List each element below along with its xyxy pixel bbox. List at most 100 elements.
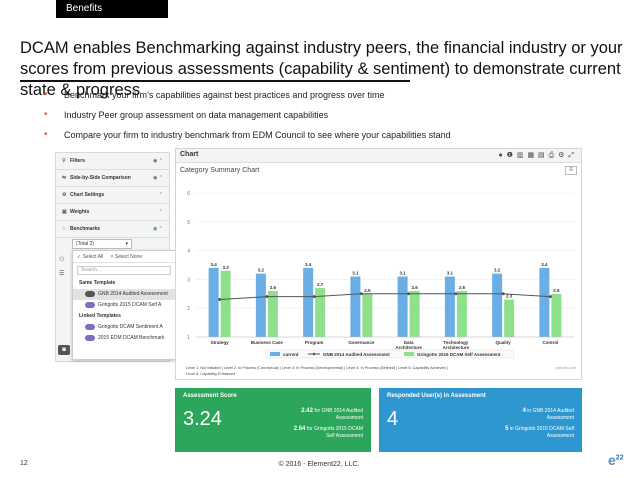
x-tick-label: Data: [404, 340, 414, 345]
chart-footnote: Level 6: Capability Enhanced: [186, 372, 235, 376]
section-tab: Benefits: [56, 0, 168, 18]
print-icon[interactable]: ⎙: [548, 152, 556, 159]
settings-icon: ⚙: [62, 192, 67, 198]
y-tick-label: 4: [187, 249, 190, 255]
dropdown-option[interactable]: Gringotts DCAM Sentiment A: [73, 322, 175, 333]
chart-header-label: Chart: [180, 151, 199, 158]
sidebar-item-benchmarks[interactable]: ○ Benchmarks ◉ ⌃: [56, 221, 169, 238]
bar-gringotts: [409, 290, 420, 337]
dropdown-search-input[interactable]: Search...: [77, 266, 171, 275]
sidebar-item-side-by-side[interactable]: ⇆ Side-by-Side Comparison ◉ ⌃: [56, 170, 169, 187]
data-label: 3.3: [222, 265, 229, 270]
card-detail: 2.64 for Gringotts 2015 DCAM Self Assessm…: [293, 426, 363, 439]
benchmark-select[interactable]: (Total 2) ▾: [72, 239, 132, 249]
visibility-toggle[interactable]: ◉ ⌃: [153, 158, 163, 164]
tag-icon: [85, 301, 95, 308]
column-chart-icon[interactable]: ▦: [527, 152, 536, 159]
bar-current: [539, 267, 550, 337]
chart-header: Chart ● ❶ ▥ ▦ ▤ ⎙ ⚙ ⤢: [176, 149, 581, 163]
bar-current: [350, 276, 361, 337]
bar-gringotts: [551, 293, 562, 337]
data-label: 3.1: [352, 271, 359, 276]
select-all-button[interactable]: ✓ Select All: [77, 254, 104, 260]
assessment-score-card: Assessment Score 3.24 2.42 for GNB 2014 …: [175, 388, 371, 452]
card-value: 4: [387, 408, 399, 430]
point-gnb: [501, 292, 505, 296]
visibility-toggle[interactable]: ◉ ⌃: [153, 226, 163, 232]
card-title: Assessment Score: [183, 393, 237, 399]
chart-panel: 1 2 3 4 5 6 3.4 3.3 Strategy 3.2 2.6 Business Case 3…: [175, 148, 582, 380]
chart-credit: jsdevelo.com: [555, 366, 577, 370]
bar-current: [208, 267, 219, 337]
tag-icon: [85, 290, 95, 297]
page-number: 12: [20, 460, 28, 467]
grid-icon[interactable]: ▤: [538, 152, 546, 159]
bar-gringotts: [362, 293, 373, 337]
sidebar-item-weights[interactable]: ▣ Weights ⌃: [56, 204, 169, 221]
camera-icon[interactable]: ◙: [58, 345, 70, 355]
data-label: 2.5: [553, 288, 560, 293]
point-gnb: [218, 298, 222, 302]
bar-gringotts: [315, 288, 326, 337]
expand-icon[interactable]: ⤢: [568, 152, 575, 159]
point-gnb: [312, 295, 316, 299]
legend-marker-gnb: [312, 352, 316, 356]
data-label: 3.2: [258, 268, 265, 273]
palette-icon[interactable]: ●: [498, 152, 504, 159]
benchmark-dropdown: ✓ Select All × Select None Search... Sam…: [72, 250, 176, 360]
dropdown-option[interactable]: GNB 2014 Audited Assessment: [73, 289, 175, 300]
bar-chart-icon[interactable]: ▥: [516, 152, 525, 159]
data-label: 3.4: [541, 262, 548, 267]
bullet-icon: •: [44, 129, 48, 140]
y-tick-label: 2: [187, 306, 190, 312]
chart-toolbar: ● ❶ ▥ ▦ ▤ ⎙ ⚙ ⤢: [498, 151, 575, 160]
card-value: 3.24: [183, 408, 222, 430]
slide-title: DCAM enables Benchmarking against indust…: [20, 39, 623, 99]
category-summary-chart: 1 2 3 4 5 6 3.4 3.3 Strategy 3.2 2.6 Business Case 3…: [186, 191, 577, 376]
bar-current: [444, 276, 455, 337]
list-icon[interactable]: ☰: [59, 271, 65, 277]
data-label: 3.1: [447, 271, 454, 276]
side-icons: ⚇ ☰: [59, 256, 69, 284]
chart-menu-icon[interactable]: ≡: [565, 166, 577, 175]
bar-current: [303, 267, 314, 337]
collapse-chevron-icon[interactable]: ⌃: [158, 192, 163, 198]
data-label: 2.6: [411, 285, 418, 290]
settings-icon[interactable]: ⚙: [558, 152, 566, 159]
card-detail: 2.42 for GNB 2014 Audited Assessment: [301, 408, 363, 421]
element22-logo: e22: [608, 452, 624, 468]
dropdown-option[interactable]: 2015 EDM DCAM Benchmark: [73, 333, 175, 344]
bullet-item: • Compare your firm to industry benchmark…: [44, 129, 451, 140]
select-none-button[interactable]: × Select None: [110, 254, 143, 260]
legend-label: current: [283, 352, 299, 357]
x-tick-label: Architecture: [443, 345, 470, 350]
visibility-toggle[interactable]: ◉ ⌃: [153, 175, 163, 181]
bullet-list: • Benchmark your firm’s capabilities agai…: [44, 88, 624, 148]
data-label: 2.6: [270, 285, 277, 290]
bullet-item: • Benchmark your firm’s capabilities agai…: [44, 89, 385, 100]
x-tick-label: Architecture: [395, 345, 422, 350]
y-tick-label: 3: [187, 277, 190, 283]
dropdown-actions: ✓ Select All × Select None: [73, 251, 175, 263]
data-label: 2.3: [506, 294, 513, 299]
data-label: 2.7: [317, 282, 324, 287]
responded-users-card: Responded User(s) in Assessment 4 4 in G…: [379, 388, 582, 452]
collapse-chevron-icon[interactable]: ⌃: [158, 209, 163, 215]
x-tick-label: Technology: [443, 340, 468, 345]
x-tick-label: Governance: [348, 340, 375, 345]
dropdown-option[interactable]: Gringotts 2015 DCAM Self A: [73, 300, 175, 311]
x-tick-label: Program: [305, 340, 324, 345]
info-icon[interactable]: ❶: [506, 152, 514, 159]
bullet-item: • Industry Peer group assessment on data …: [44, 109, 329, 120]
bullet-icon: •: [44, 89, 48, 100]
sidebar-item-filters[interactable]: ⚲ Filters ◉ ⌃: [56, 153, 169, 170]
users-icon[interactable]: ⚇: [59, 257, 65, 263]
weights-icon: ▣: [62, 209, 67, 215]
sidebar-item-chart-settings[interactable]: ⚙ Chart Settings ⌃: [56, 187, 169, 204]
legend-label: GNB 2014 Audited Assessment: [323, 352, 390, 357]
dropdown-group-label: Same Template: [79, 280, 116, 286]
bar-gringotts: [220, 270, 231, 337]
chart-subtitle: Category Summary Chart: [180, 167, 260, 174]
card-title: Responded User(s) in Assessment: [387, 393, 486, 399]
line-gnb: [219, 293, 551, 301]
